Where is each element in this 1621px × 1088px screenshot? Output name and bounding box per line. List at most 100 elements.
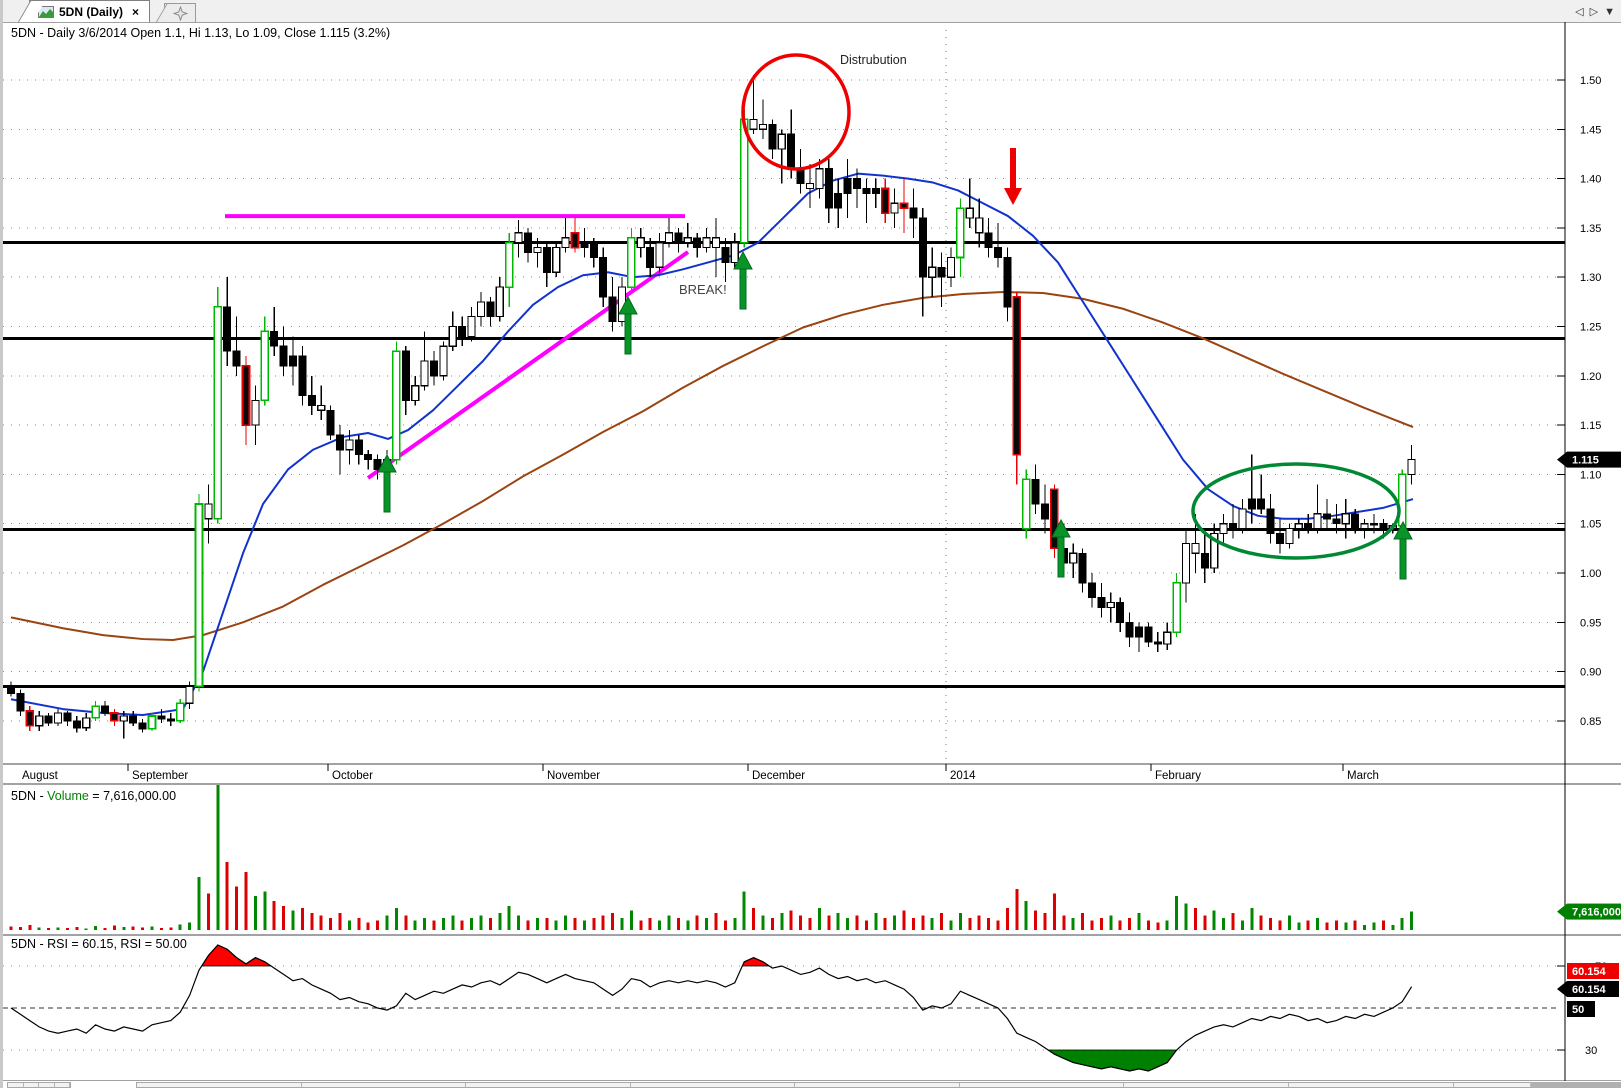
candle-body	[223, 306, 232, 352]
candle-body	[730, 242, 739, 264]
volume-bar	[122, 927, 126, 930]
volume-title-metric: Volume	[47, 789, 89, 803]
volume-title-value: = 7,616,000.00	[88, 789, 177, 803]
bottom-grid-cells[interactable]	[7, 1082, 71, 1088]
chart-text: 30	[1585, 1045, 1597, 1057]
candle-body	[777, 133, 786, 150]
candle-body	[35, 715, 44, 727]
candle-body	[721, 247, 730, 263]
candle-body	[345, 439, 354, 451]
volume-bar	[1156, 922, 1160, 930]
chart-text: August	[22, 770, 59, 782]
tab-list-dropdown-icon[interactable]: ▼	[1604, 6, 1615, 18]
candle-body	[693, 237, 702, 249]
volume-bar	[1212, 910, 1216, 930]
volume-bar	[930, 917, 934, 930]
volume-bar	[949, 920, 953, 930]
candle-body	[674, 232, 683, 244]
volume-bar	[1193, 908, 1197, 930]
candle-body	[138, 722, 147, 730]
candle-body	[373, 459, 382, 470]
new-sheet-tab[interactable]	[164, 3, 197, 22]
volume-bar	[695, 915, 699, 930]
volume-bar	[864, 920, 868, 930]
bottom-column-headers[interactable]	[136, 1082, 1619, 1088]
volume-bar	[141, 927, 145, 930]
candle-body	[899, 202, 909, 209]
volume-bar	[592, 917, 596, 930]
volume-bar	[1325, 922, 1329, 930]
volume-bar	[206, 893, 210, 930]
volume-bar	[1137, 913, 1141, 930]
candle-body	[411, 385, 420, 402]
candle-body	[1313, 513, 1322, 530]
volume-bar	[808, 917, 812, 930]
accumulation-ellipse[interactable]	[1191, 462, 1401, 560]
distribution-circle[interactable]	[741, 53, 851, 171]
scrollbar-thumb[interactable]	[1530, 1082, 1621, 1088]
candle-body	[890, 202, 899, 214]
buy-arrow-stem	[624, 313, 632, 355]
chart-text: 1.05	[1580, 519, 1601, 531]
candle-body	[646, 247, 655, 268]
axis-label-box	[1567, 451, 1621, 468]
chart-text: September	[132, 770, 188, 782]
volume-bar	[968, 917, 972, 930]
volume-bar	[977, 915, 981, 930]
volume-bar	[1240, 920, 1244, 930]
axis-label-box	[1567, 963, 1619, 979]
candle-body	[458, 326, 467, 337]
magenta-trendline[interactable]	[366, 250, 690, 480]
chart-text: February	[1155, 770, 1201, 782]
volume-bar	[65, 927, 69, 930]
volume-bar	[131, 926, 135, 930]
volume-bar	[799, 915, 803, 930]
chart-thumbnail-icon	[38, 5, 54, 18]
candle-body	[157, 715, 166, 720]
candle-body	[72, 720, 81, 729]
candle-body	[580, 242, 589, 249]
volume-bar	[423, 917, 427, 930]
candle-body	[204, 503, 213, 520]
candle-body	[213, 305, 223, 520]
candle-body	[129, 715, 138, 724]
volume-bar	[319, 915, 323, 930]
tab-5dn-daily[interactable]: 5DN (Daily) ×	[29, 0, 151, 22]
chart-canvas[interactable]: 1.50 1.45 1.40 1.35 1.30 1.25 1.20 1.15 1.10 1.05…	[3, 22, 1621, 1088]
volume-bar	[1391, 925, 1395, 930]
volume-bar	[1118, 920, 1122, 930]
volume-bar	[667, 915, 671, 930]
volume-bar	[846, 917, 850, 930]
volume-bar	[1128, 917, 1132, 930]
axis-label-box	[1567, 981, 1619, 997]
candle-body	[542, 247, 551, 273]
candle-body	[91, 705, 100, 719]
scroll-tabs-right-icon[interactable]: ▷	[1589, 6, 1599, 18]
tab-bar: 5DN (Daily) × ◁ ▷ ▼	[3, 0, 1621, 23]
candle-body	[946, 256, 956, 278]
candle-body	[1078, 552, 1087, 584]
chart-text: 7,616,000	[1572, 907, 1621, 919]
volume-bar	[300, 908, 304, 930]
volume-bar	[1222, 917, 1226, 930]
candle-body	[984, 232, 993, 249]
tab-close-icon[interactable]: ×	[132, 4, 140, 19]
volume-bar	[235, 886, 239, 930]
volume-bar	[714, 913, 718, 930]
candle-body	[476, 301, 486, 318]
chart-text: 60.154	[1572, 966, 1607, 978]
volume-bar	[770, 917, 774, 930]
volume-bar	[159, 927, 163, 930]
sell-arrow-icon[interactable]	[1004, 188, 1022, 205]
chart-text: 1.00	[1580, 568, 1601, 580]
volume-bar	[347, 920, 351, 930]
chart-text: March	[1347, 770, 1379, 782]
volume-bar	[272, 900, 276, 930]
chart-text: December	[752, 770, 805, 782]
candle-body	[1125, 621, 1134, 638]
buy-arrow-stem	[739, 268, 747, 310]
scroll-tabs-left-icon[interactable]: ◁	[1575, 6, 1584, 18]
candle-body	[655, 242, 664, 268]
candle-body	[965, 207, 974, 219]
